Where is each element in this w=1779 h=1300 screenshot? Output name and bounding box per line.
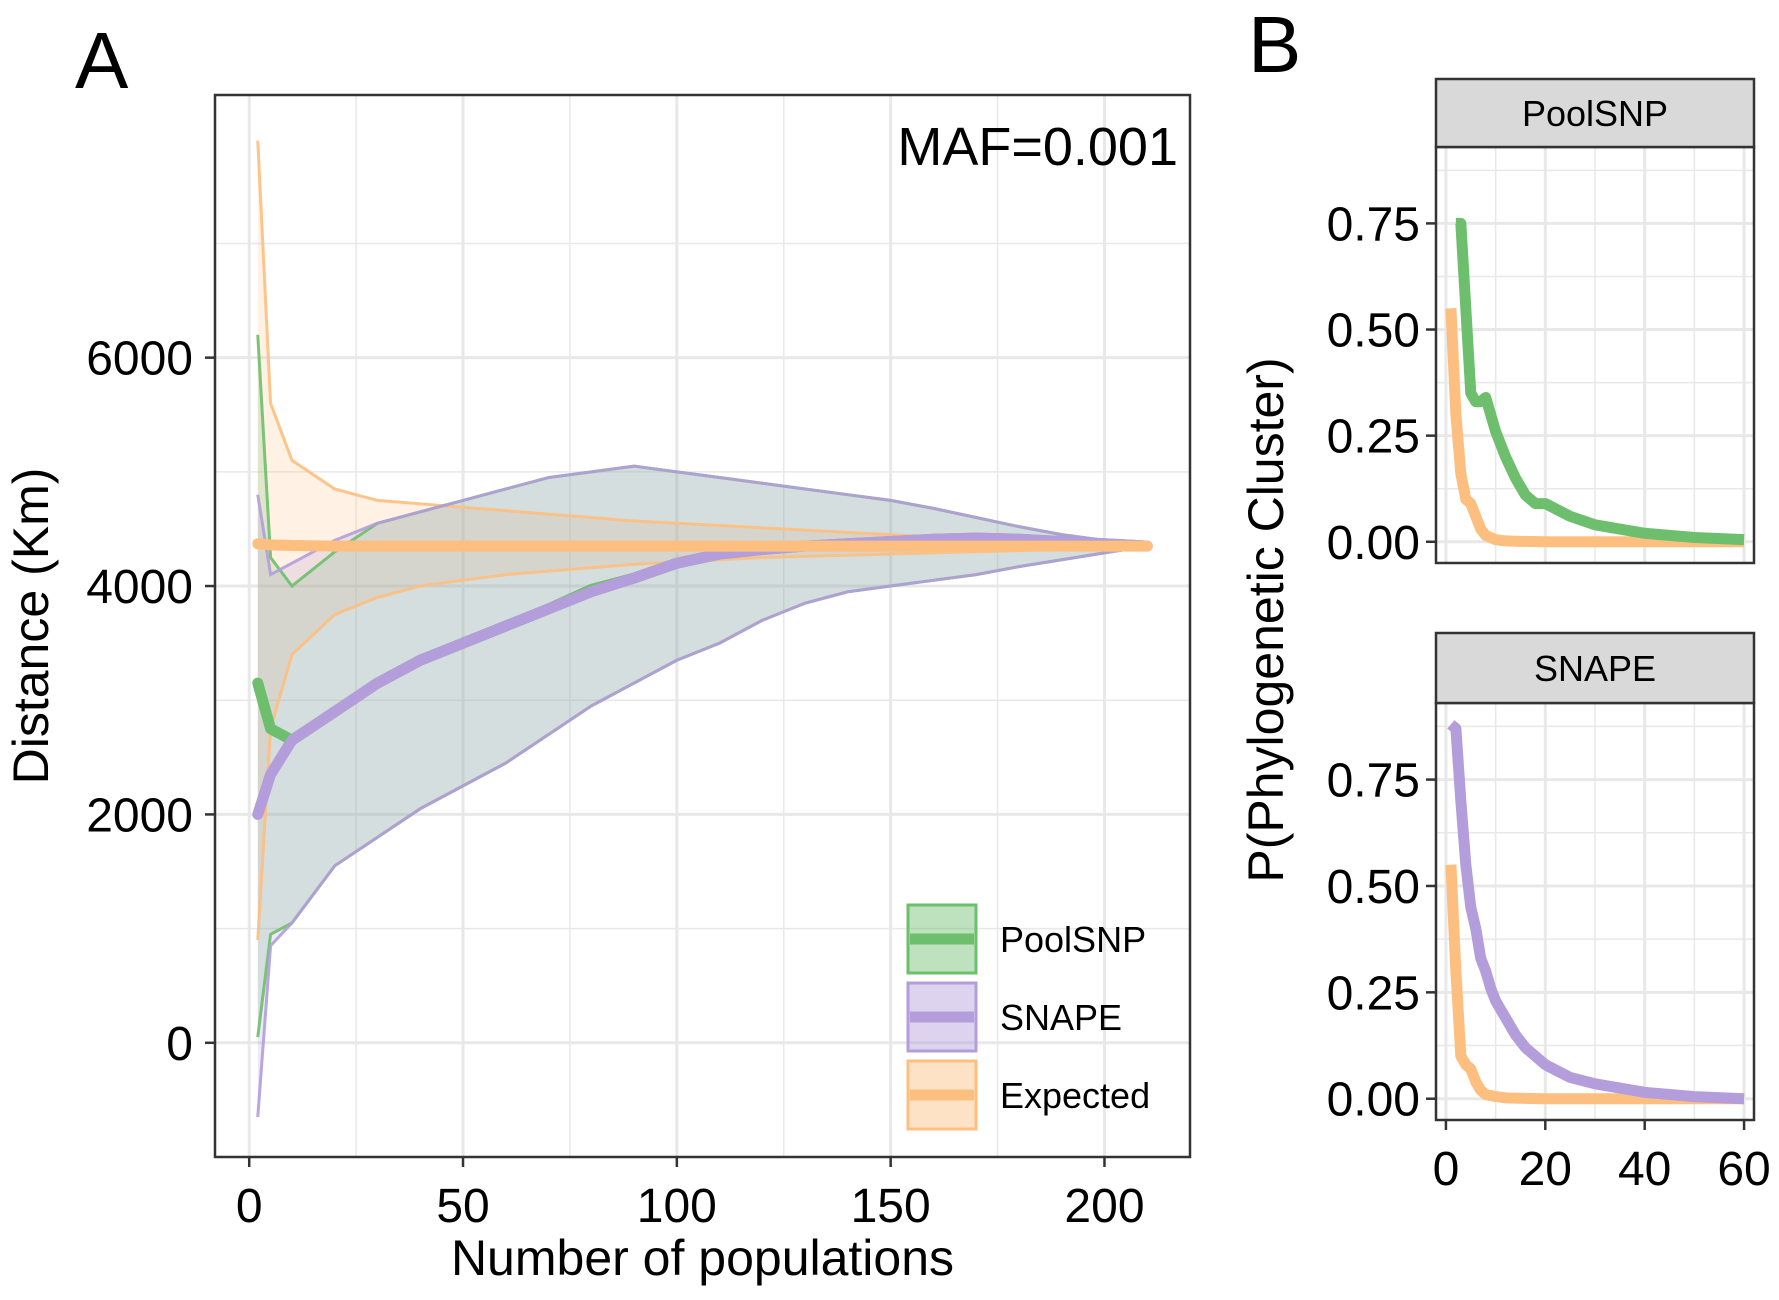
x-tick-label: 50 [436,1180,489,1233]
facet-y-tick-label: 0.00 [1327,1074,1420,1127]
y-tick-label: 4000 [86,561,193,614]
facet-y-tick-label: 0.25 [1327,967,1420,1020]
legend-label-poolsnp: PoolSNP [1000,919,1146,960]
mean-line-snape [252,532,1153,820]
panel-a-background [215,95,1190,1157]
ribbon-poolsnp [257,334,1148,1038]
facet-y-tick-label: 0.75 [1327,198,1420,251]
facet-strip [1434,77,1756,149]
panel-b-label: B [1248,0,1301,89]
facet-line-expected [1445,308,1745,548]
y-axis-label: Distance (Km) [3,468,59,785]
y-tick-label: 6000 [86,333,193,386]
panel-b-y-axis-label: P(Phylogenetic Cluster) [1238,357,1294,882]
panel-b-x-axis: 0 20 40 60 [1433,1120,1771,1196]
facet-y-tick-label: 0.75 [1327,755,1420,808]
legend-key-expected [906,1059,978,1131]
facet-strip-label: SNAPE [1534,648,1656,689]
facet-y-tick-label: 0.50 [1327,305,1420,358]
x-tick-label: 0 [236,1180,263,1233]
ribbon-expected [257,140,1148,941]
legend-label-snape: SNAPE [1000,997,1122,1038]
lower-bound-snape [256,544,1148,1118]
x-tick-label: 200 [1064,1180,1144,1233]
legend-key-snape [906,981,978,1053]
y-tick-label: 2000 [86,789,193,842]
facet-strip-label: PoolSNP [1522,93,1668,134]
panel-b-chart: PoolSNP 0.00 0.25 0.50 0.75 SNAPE 0.00 0.25 0.50… [1238,77,1771,1196]
facet-line-expected [1445,864,1745,1105]
facet-y-tick-label: 0.50 [1327,861,1420,914]
x-axis-label: Number of populations [451,1230,954,1286]
y-tick-label: 0 [166,1018,193,1071]
legend: PoolSNP SNAPE Expected [906,903,1150,1131]
mean-line-expected [252,538,1153,552]
ribbon-snape [257,466,1148,1118]
panel-b-x-tick-label: 0 [1433,1143,1460,1196]
facet-line-snape [1447,720,1745,1105]
facet-y-tick-label: 0.00 [1327,517,1420,570]
facet-y-tick-label: 0.25 [1327,411,1420,464]
maf-annotation: MAF=0.001 [897,117,1178,177]
x-tick-label: 150 [851,1180,931,1233]
panel-a-border [213,93,1192,1159]
facet-strip [1434,631,1756,705]
facet-snape: SNAPE 0.00 0.25 0.50 0.75 [1327,631,1756,1127]
x-tick-label: 100 [637,1180,717,1233]
panel-a-grid [215,95,1190,1157]
panel-b-x-tick-label: 60 [1717,1143,1770,1196]
facet-poolsnp: PoolSNP 0.00 0.25 0.50 0.75 [1327,77,1756,570]
panel-a-ribbons [257,140,1148,1118]
panel-b-x-tick-label: 40 [1618,1143,1671,1196]
panel-a-label: A [75,16,129,105]
legend-label-expected: Expected [1000,1075,1150,1116]
facet-line-poolsnp [1455,217,1745,546]
upper-bound-snape [256,464,1148,577]
panel-b-x-tick-label: 20 [1519,1143,1572,1196]
panel-a-means [252,532,1153,820]
legend-key-poolsnp [906,903,978,975]
